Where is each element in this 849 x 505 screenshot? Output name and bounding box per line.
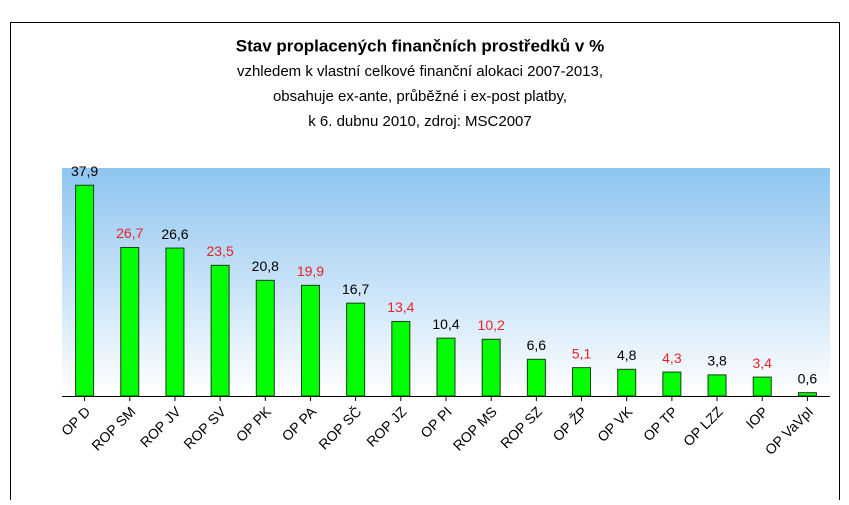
data-label: 23,5	[206, 243, 233, 259]
bar	[391, 320, 411, 397]
bar	[346, 302, 366, 397]
data-label: 13,4	[387, 299, 414, 315]
data-label: 10,2	[478, 317, 505, 333]
bar	[617, 368, 637, 397]
chart-title: Stav proplacených finančních prostředků …	[236, 36, 604, 55]
data-label: 37,9	[71, 163, 98, 179]
bar	[120, 247, 140, 397]
data-label: 0,6	[798, 370, 818, 386]
chart-subtitle: vzhledem k vlastní celkové finanční alok…	[237, 63, 603, 80]
bar	[662, 371, 682, 397]
data-label: 26,6	[161, 226, 188, 242]
data-label: 26,7	[116, 225, 143, 241]
data-label: 3,8	[707, 353, 727, 369]
bar	[436, 337, 456, 397]
bar	[255, 279, 275, 397]
bar	[526, 358, 546, 397]
data-label: 6,6	[527, 337, 547, 353]
data-label: 5,1	[572, 345, 592, 361]
data-label: 10,4	[432, 316, 459, 332]
chart-subtitle: obsahuje ex-ante, průběžné i ex-post pla…	[273, 88, 567, 105]
bar	[481, 338, 501, 397]
bar	[752, 376, 772, 397]
bar	[210, 264, 230, 397]
bar	[75, 184, 95, 397]
data-label: 16,7	[342, 281, 369, 297]
data-label: 20,8	[252, 258, 279, 274]
bar	[797, 392, 817, 397]
data-label: 4,3	[662, 350, 682, 366]
data-label: 19,9	[297, 263, 324, 279]
data-label: 4,8	[617, 347, 637, 363]
chart-subtitle: k 6. dubnu 2010, zdroj: MSC2007	[308, 113, 531, 130]
bar	[300, 284, 320, 397]
data-label: 3,4	[753, 355, 773, 371]
bar	[707, 374, 727, 397]
bar	[572, 367, 592, 397]
bar	[165, 247, 185, 397]
